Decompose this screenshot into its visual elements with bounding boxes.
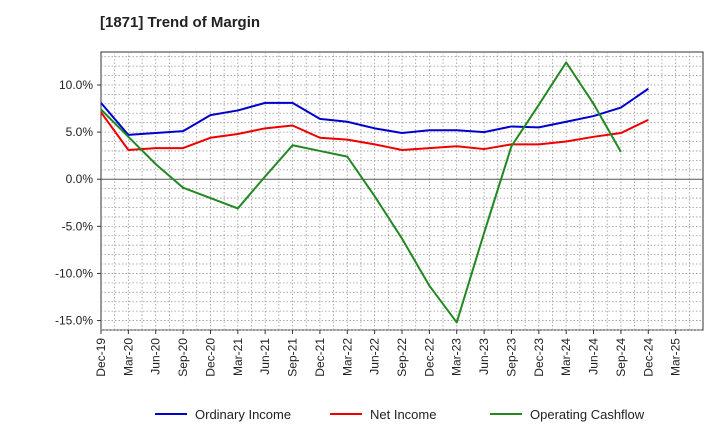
x-tick-label: Jun-23: [477, 338, 491, 375]
y-tick-label: 10.0%: [59, 78, 93, 92]
x-tick-label: Sep-24: [614, 338, 628, 377]
x-tick-label: Jun-20: [149, 338, 163, 375]
x-tick-label: Mar-23: [450, 338, 464, 376]
x-tick-label: Mar-20: [121, 338, 135, 376]
x-tick-label: Sep-21: [286, 338, 300, 377]
x-tick-label: Dec-22: [422, 338, 436, 377]
y-tick-label: 5.0%: [66, 125, 94, 139]
x-tick-label: Mar-21: [231, 338, 245, 376]
chart-title: [1871] Trend of Margin: [100, 14, 261, 31]
x-tick-label: Sep-23: [504, 338, 518, 377]
axis-layer: 10.0% 5.0% 0.0% -5.0% -10.0% -15.0%Dec-19 Mar-…: [55, 78, 683, 377]
x-tick-label: Mar-25: [669, 338, 683, 376]
series-layer: [100, 61, 649, 324]
ordinary-income-line: [100, 87, 649, 136]
y-tick-label: 0.0%: [66, 172, 94, 186]
x-tick-label: Dec-20: [203, 338, 217, 377]
x-tick-label: Dec-19: [94, 338, 108, 377]
x-tick-label: Sep-20: [176, 338, 190, 377]
grid-layer: [100, 51, 704, 331]
legend: Ordinary Income Net Income Operating Cashf…: [155, 407, 645, 422]
x-tick-label: Jun-24: [587, 338, 601, 375]
y-tick-label: -15.0%: [55, 314, 93, 328]
operating-cashflow-line: [100, 61, 622, 324]
x-tick-label: Jun-22: [368, 338, 382, 375]
legend-label-operating-cashflow: Operating Cashflow: [530, 407, 645, 422]
legend-label-ordinary-income: Ordinary Income: [195, 407, 291, 422]
net-income-line: [100, 111, 649, 152]
y-tick-label: -10.0%: [55, 266, 93, 280]
x-tick-label: Sep-22: [395, 338, 409, 377]
y-tick-label: -5.0%: [62, 219, 94, 233]
x-tick-label: Mar-24: [559, 338, 573, 376]
legend-label-net-income: Net Income: [370, 407, 436, 422]
x-tick-label: Dec-23: [532, 338, 546, 377]
x-tick-label: Dec-24: [641, 338, 655, 377]
x-tick-label: Jun-21: [258, 338, 272, 375]
x-tick-label: Dec-21: [313, 338, 327, 377]
x-tick-label: Mar-22: [340, 338, 354, 376]
